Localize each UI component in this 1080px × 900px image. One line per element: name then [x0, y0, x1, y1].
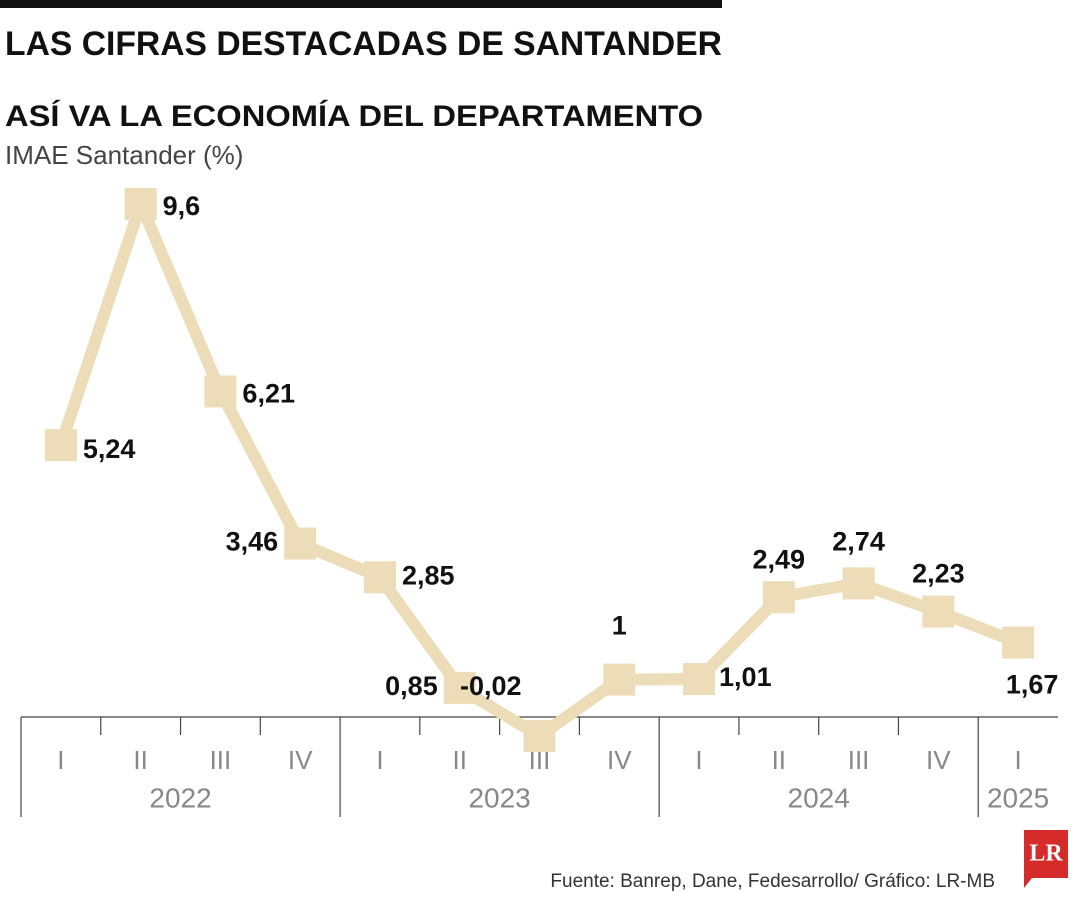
marker: [284, 527, 317, 560]
x-group-label: 2025: [987, 782, 1049, 813]
data-label: 3,46: [226, 527, 279, 557]
marker: [523, 720, 556, 752]
x-tick-label: IV: [926, 745, 951, 775]
marker: [443, 671, 476, 704]
data-label: 0,85: [385, 671, 438, 701]
data-label: -0,02: [460, 671, 522, 701]
x-tick-label: II: [772, 745, 786, 775]
x-tick-label: III: [210, 745, 232, 775]
marker: [603, 663, 636, 696]
x-tick-label: III: [529, 745, 551, 775]
x-tick-label: IV: [607, 745, 632, 775]
x-tick-label: I: [376, 745, 383, 775]
x-tick-label: III: [848, 745, 870, 775]
logo-badge: [1024, 830, 1068, 888]
data-label: 1,67: [1006, 670, 1059, 700]
data-label: 2,23: [912, 559, 965, 589]
data-label: 1,01: [719, 662, 772, 692]
data-label: 2,74: [832, 526, 885, 556]
x-group-label: 2024: [788, 782, 850, 813]
x-tick-label: II: [133, 745, 147, 775]
data-label: 9,6: [163, 191, 201, 221]
data-line: [55, 187, 1021, 744]
x-group-label: 2022: [149, 782, 211, 813]
x-tick-label: I: [1014, 745, 1021, 775]
logo-text: LR: [1029, 841, 1063, 867]
y-axis-label: IMAE Santander (%): [5, 140, 243, 170]
marker: [683, 663, 716, 696]
data-label: 1: [612, 611, 627, 641]
marker: [922, 595, 955, 628]
x-tick-label: II: [453, 745, 467, 775]
marker: [44, 429, 77, 462]
chart-title: LAS CIFRAS DESTACADAS DE SANTANDER: [5, 25, 722, 63]
marker: [842, 567, 875, 600]
x-group-label: 2023: [468, 782, 530, 813]
marker: [204, 375, 237, 408]
data-label: 2,85: [402, 560, 455, 590]
x-tick-label: I: [695, 745, 702, 775]
data-label: 2,49: [753, 544, 806, 574]
header-bar: [0, 0, 722, 8]
data-label: 6,21: [242, 379, 295, 409]
data-label: 5,24: [83, 434, 136, 464]
x-tick-label: IV: [288, 745, 313, 775]
marker: [363, 561, 396, 594]
x-tick-label: I: [57, 745, 64, 775]
source-note: Fuente: Banrep, Dane, Fedesarrollo/ Gráf…: [550, 871, 995, 892]
marker: [1002, 626, 1035, 659]
marker: [124, 188, 157, 220]
chart-subtitle: ASÍ VA LA ECONOMÍA DEL DEPARTAMENTO: [5, 99, 703, 133]
marker: [762, 581, 795, 614]
